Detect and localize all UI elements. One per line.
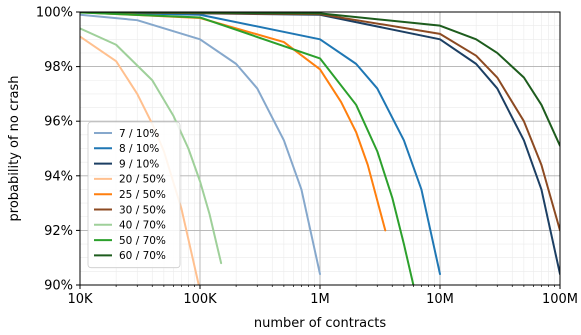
legend-label: 60 / 70% [119,250,166,262]
y-tick-label: 100% [36,6,73,21]
y-tick-label: 90% [44,279,73,294]
x-tick-label: 10M [426,292,454,307]
legend-box [87,121,181,269]
legend-label: 40 / 70% [119,220,166,232]
series-line [80,27,223,265]
series-line [80,12,415,285]
grid [79,11,561,286]
x-tick-label: 100M [542,292,578,307]
x-tick-label: 1M [310,292,330,307]
legend-label: 20 / 50% [119,174,166,186]
series-line [80,12,441,276]
x-axis-label: number of contracts [254,316,387,331]
legend-label: 7 / 10% [119,128,159,140]
legend-label: 8 / 10% [119,143,159,155]
series-group [80,12,560,285]
legend-label: 25 / 50% [119,189,166,201]
legend: 7 / 10% 8 / 10% 9 / 10% 20 / 50% 25 / 50% 30 … [87,121,181,269]
series-line [80,12,560,276]
series-line [80,12,560,232]
x-tick-label: 100K [183,292,217,307]
legend-label: 50 / 70% [119,235,166,247]
y-tick-label: 94% [44,169,73,184]
series-line [80,12,560,147]
y-axis-label: probability of no crash [7,76,22,222]
legend-label: 9 / 10% [119,158,159,170]
legend-label: 30 / 50% [119,204,166,216]
x-tick-label: 10K [67,292,93,307]
y-tick-label: 92% [44,224,73,239]
y-tick-label: 98% [44,60,73,75]
y-tick-label: 96% [44,115,73,130]
series-line [80,13,321,276]
